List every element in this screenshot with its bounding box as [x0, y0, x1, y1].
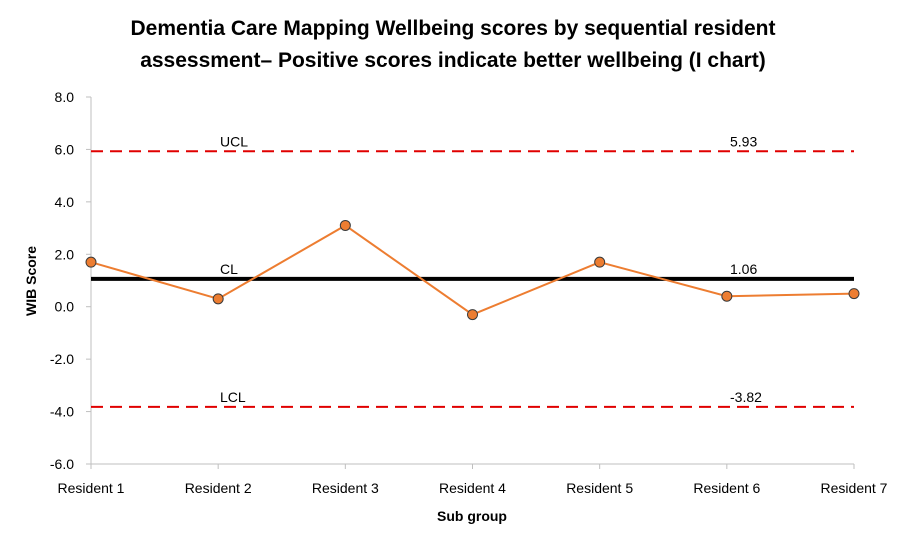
chart-title-line-1: Dementia Care Mapping Wellbeing scores b… — [131, 17, 776, 40]
x-tick-label: Resident 3 — [312, 480, 379, 496]
ucl-value-label: 5.93 — [730, 133, 757, 149]
y-tick-label: -2.0 — [50, 351, 74, 367]
lcl-label: LCL — [220, 389, 246, 405]
data-point-2 — [212, 293, 224, 305]
x-tick-label: Resident 1 — [58, 480, 125, 496]
x-tick-label: Resident 4 — [439, 480, 506, 496]
axes: 8.0 6.0 4.0 2.0 0.0 -2.0 -4.0 -6.0 Resident 1 Res… — [50, 89, 888, 496]
y-tick-label: -4.0 — [50, 404, 74, 420]
lcl-value-label: -3.82 — [730, 389, 762, 405]
chart-title-line-2: assessment– Positive scores indicate bet… — [140, 49, 766, 72]
wib-series — [85, 219, 860, 321]
y-tick-label: 8.0 — [55, 89, 75, 105]
data-point-6 — [721, 290, 733, 302]
data-point-1 — [85, 256, 97, 268]
data-point-7 — [848, 288, 860, 300]
y-tick-label: 2.0 — [55, 246, 75, 262]
y-tick-label: 6.0 — [55, 141, 75, 157]
x-tick-label: Resident 5 — [566, 480, 633, 496]
y-tick-label: 0.0 — [55, 299, 75, 315]
cl-value-label: 1.06 — [730, 261, 757, 277]
cl-label: CL — [220, 261, 238, 277]
reference-lines: UCL 5.93 CL 1.06 LCL -3.82 — [91, 133, 854, 408]
y-tick-label: 4.0 — [55, 194, 75, 210]
y-tick-label: -6.0 — [50, 456, 74, 472]
x-tick-label: Resident 6 — [693, 480, 760, 496]
data-point-3 — [339, 219, 351, 231]
ucl-label: UCL — [220, 133, 248, 149]
x-axis-title: Sub group — [437, 508, 507, 524]
data-point-5 — [594, 256, 606, 268]
x-tick-label: Resident 2 — [185, 480, 252, 496]
data-point-4 — [467, 309, 478, 321]
x-tick-label: Resident 7 — [821, 480, 888, 496]
y-axis-title: WIB Score — [23, 246, 39, 316]
